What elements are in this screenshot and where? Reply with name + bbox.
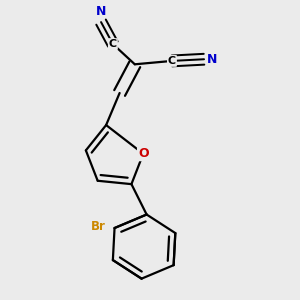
Text: Br: Br: [91, 220, 106, 233]
Text: O: O: [138, 147, 148, 160]
Text: N: N: [207, 53, 217, 66]
Text: N: N: [96, 5, 106, 18]
Text: C: C: [109, 39, 117, 49]
Text: C: C: [168, 56, 176, 66]
